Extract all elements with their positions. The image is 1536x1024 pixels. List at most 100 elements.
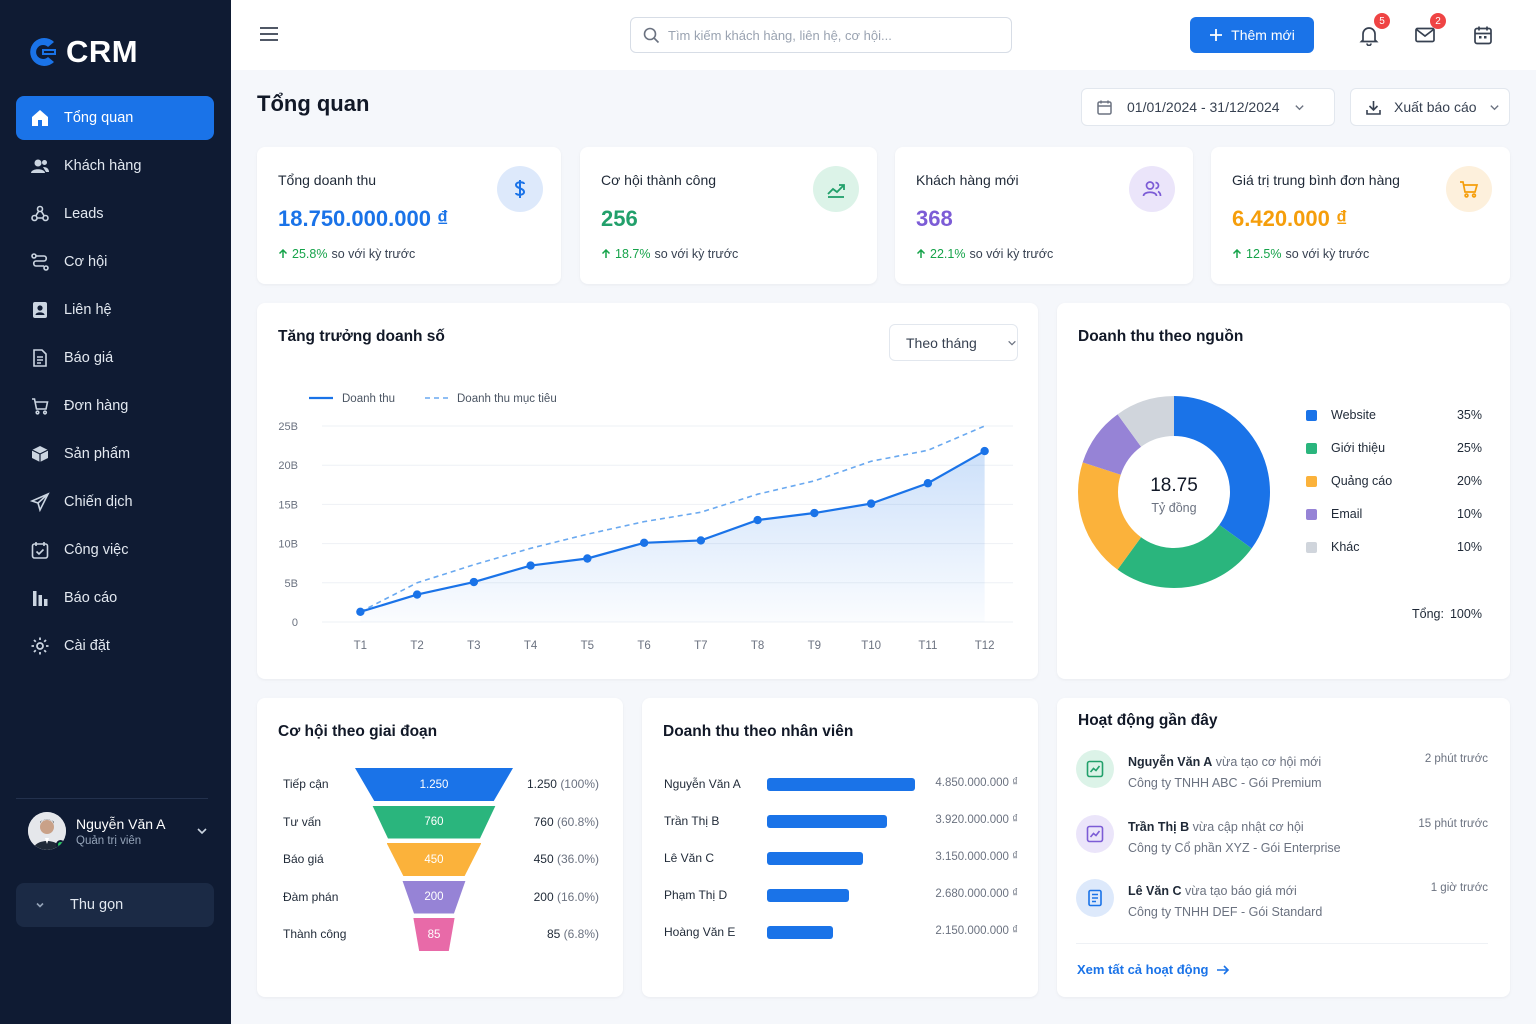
donut-total-value: 100% bbox=[1449, 607, 1482, 621]
user-role: Quản trị viên bbox=[76, 834, 142, 847]
period-select[interactable]: Theo tháng bbox=[889, 324, 1018, 361]
employee-name: Lê Văn C bbox=[664, 851, 715, 865]
kpi-label: Khách hàng mới bbox=[916, 172, 1019, 188]
calendar-button[interactable] bbox=[1470, 22, 1496, 48]
search-box[interactable] bbox=[630, 17, 1012, 53]
sidebar-item-tasks[interactable]: Công việc bbox=[16, 528, 214, 572]
search-icon bbox=[643, 27, 660, 43]
kpi-change-text: so với kỳ trước bbox=[331, 247, 416, 261]
activity-actor: Nguyễn Văn A bbox=[1128, 755, 1213, 769]
y-tick-label: 5B bbox=[285, 578, 298, 590]
mail-icon bbox=[1415, 27, 1435, 43]
x-tick-label: T5 bbox=[581, 640, 594, 652]
user-profile[interactable]: Nguyễn Văn A Quản trị viên bbox=[28, 812, 208, 850]
kpi-card-opportunities: Cơ hội thành công 256 18.7% so với kỳ tr… bbox=[580, 147, 877, 284]
add-new-button[interactable]: Thêm mới bbox=[1190, 17, 1314, 53]
funnel-percent: (60.8%) bbox=[556, 814, 599, 829]
funnel-stage-label: Đàm phán bbox=[283, 889, 339, 904]
sidebar-item-label: Tổng quan bbox=[64, 110, 134, 126]
revenue-point bbox=[980, 446, 989, 456]
funnel-count: 85 bbox=[546, 927, 564, 941]
legend-item: Email 10% bbox=[1306, 507, 1482, 521]
sidebar-item-label: Cơ hội bbox=[64, 254, 108, 270]
sidebar-item-opportunities[interactable]: Cơ hội bbox=[16, 240, 214, 284]
activity-item[interactable]: Lê Văn C vừa tạo báo giá mới Công ty TNH… bbox=[1076, 879, 1488, 931]
revenue-point bbox=[412, 590, 422, 599]
legend-swatch bbox=[1306, 475, 1317, 487]
kpi-change-text: so với kỳ trước bbox=[654, 247, 739, 261]
funnel-value: 760 (60.8%) bbox=[534, 815, 599, 829]
sidebar-item-quotes[interactable]: Báo giá bbox=[16, 336, 214, 380]
legend-item: Giới thiệu 25% bbox=[1306, 441, 1482, 455]
online-status-dot bbox=[56, 840, 65, 849]
arrow-up-icon bbox=[916, 249, 926, 258]
revenue-point bbox=[639, 538, 649, 548]
logo[interactable]: CRM bbox=[26, 34, 138, 70]
revenue-point bbox=[810, 508, 819, 518]
sidebar-item-leads[interactable]: Leads bbox=[16, 192, 214, 236]
legend-swatch bbox=[1306, 541, 1317, 553]
donut-slice bbox=[1174, 396, 1270, 549]
activity-detail: Công ty TNHH ABC - Gói Premium bbox=[1128, 776, 1322, 790]
kpi-change: 25.8% so với kỳ trước bbox=[278, 247, 415, 261]
sidebar-item-campaigns[interactable]: Chiến dịch bbox=[16, 480, 214, 524]
legend-revenue-label: Doanh thu bbox=[342, 393, 395, 405]
sales-growth-title: Tăng trưởng doanh số bbox=[278, 328, 445, 345]
users-icon bbox=[31, 159, 49, 173]
activity-time: 15 phút trước bbox=[1418, 818, 1488, 830]
notifications-button[interactable]: 5 bbox=[1356, 13, 1390, 48]
activity-item[interactable]: Trần Thị B vừa cập nhật cơ hội Công ty C… bbox=[1076, 815, 1488, 867]
collapse-sidebar-button[interactable]: Thu gọn bbox=[16, 883, 214, 927]
sidebar-item-products[interactable]: Sản phẩm bbox=[16, 432, 214, 476]
legend-label: Email bbox=[1331, 507, 1363, 521]
employee-revenue-bar bbox=[767, 852, 864, 865]
revenue-area bbox=[360, 451, 985, 622]
activity-icon bbox=[1076, 879, 1114, 917]
date-range-value: 01/01/2024 - 31/12/2024 bbox=[1127, 99, 1280, 115]
messages-button[interactable]: 2 bbox=[1412, 13, 1446, 48]
employee-name: Phạm Thị D bbox=[664, 888, 728, 902]
legend-percent: 25% bbox=[1456, 441, 1482, 455]
chevron-down-icon[interactable] bbox=[196, 825, 208, 837]
kpi-value: 368 bbox=[916, 206, 953, 231]
sidebar-item-label: Chiến dịch bbox=[64, 494, 133, 510]
activity-item[interactable]: Nguyễn Văn A vừa tạo cơ hội mới Công ty … bbox=[1076, 750, 1488, 802]
revenue-point bbox=[866, 499, 876, 508]
sidebar-item-contacts[interactable]: Liên hệ bbox=[16, 288, 214, 332]
kpi-change: 18.7% so với kỳ trước bbox=[601, 247, 738, 261]
kpi-value: 256 bbox=[601, 206, 638, 231]
recent-activity-title: Hoạt động gần đây bbox=[1078, 712, 1218, 729]
sidebar-item-reports[interactable]: Báo cáo bbox=[16, 576, 214, 620]
funnel-bar: 200 bbox=[402, 880, 466, 914]
legend-swatch bbox=[1306, 442, 1317, 454]
x-tick-label: T12 bbox=[975, 640, 995, 652]
date-range-picker[interactable]: 01/01/2024 - 31/12/2024 bbox=[1081, 88, 1335, 126]
view-all-activities-link[interactable]: Xem tất cả hoạt động bbox=[1077, 962, 1230, 977]
funnel-percent: (6.8%) bbox=[563, 927, 599, 941]
activity-actor: Trần Thị B bbox=[1128, 820, 1190, 834]
sales-line-chart: 0 5B 10B 15B 20B 25B T1 T2 T3 T4 T5 T6 T7 T8 T9 T10 T11 T… bbox=[278, 393, 1013, 652]
crm-logo-icon bbox=[30, 38, 56, 66]
revenue-line bbox=[360, 450, 986, 613]
menu-icon[interactable] bbox=[259, 24, 279, 44]
revenue-point bbox=[696, 536, 706, 545]
x-tick-label: T4 bbox=[524, 640, 538, 652]
sidebar-divider bbox=[16, 798, 208, 799]
employee-revenue-title: Doanh thu theo nhân viên bbox=[663, 723, 854, 740]
kpi-label: Cơ hội thành công bbox=[601, 172, 717, 188]
sidebar-item-overview[interactable]: Tổng quan bbox=[16, 96, 214, 140]
sidebar-nav: Tổng quan Khách hàng Leads Cơ hội Liên h… bbox=[16, 96, 214, 672]
sidebar-item-customers[interactable]: Khách hàng bbox=[16, 144, 214, 188]
y-tick-label: 25B bbox=[278, 421, 298, 433]
y-tick-label: 20B bbox=[278, 460, 298, 472]
search-input[interactable] bbox=[668, 27, 988, 43]
view-all-label: Xem tất cả hoạt động bbox=[1077, 962, 1209, 977]
activity-action: vừa tạo cơ hội mới bbox=[1215, 755, 1322, 769]
chevron-down-icon bbox=[36, 902, 44, 908]
legend-item: Quảng cáo 20% bbox=[1306, 474, 1482, 488]
sidebar-item-orders[interactable]: Đơn hàng bbox=[16, 384, 214, 428]
sidebar-item-label: Báo giá bbox=[64, 350, 114, 366]
export-report-button[interactable]: Xuất báo cáo bbox=[1350, 88, 1510, 126]
activity-text: Nguyễn Văn A vừa tạo cơ hội mới bbox=[1128, 755, 1321, 769]
sidebar-item-settings[interactable]: Cài đặt bbox=[16, 624, 214, 668]
